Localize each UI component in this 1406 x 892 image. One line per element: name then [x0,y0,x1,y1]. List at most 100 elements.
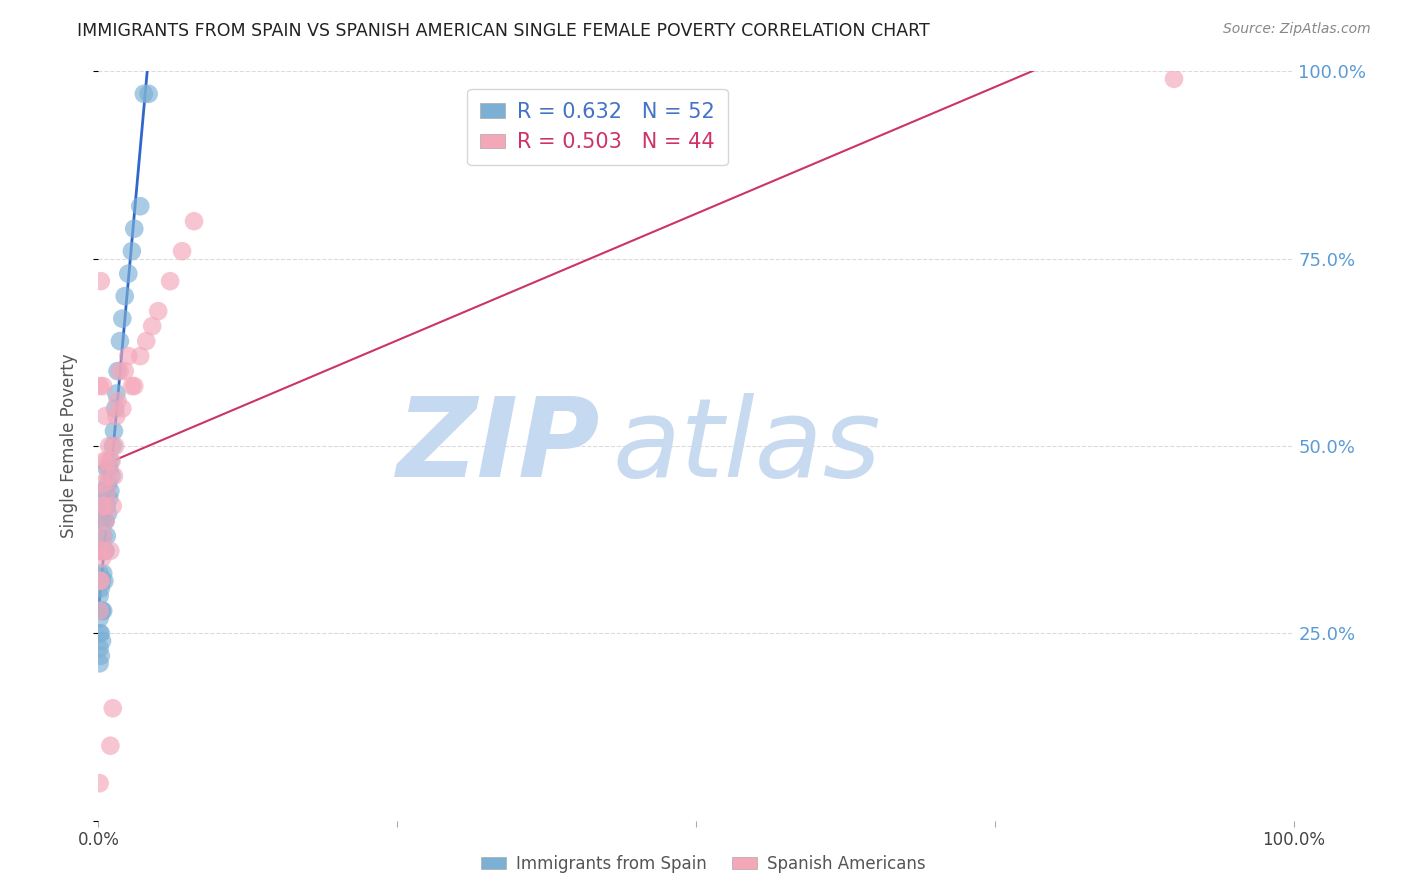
Text: Source: ZipAtlas.com: Source: ZipAtlas.com [1223,22,1371,37]
Point [132,87,155,101]
Point [103,469,125,483]
Y-axis label: Single Female Poverty: Single Female Poverty [59,354,77,538]
Point [117,349,139,363]
Point [89,641,111,656]
Point [91,633,114,648]
Point [96,483,118,498]
Point [104,401,127,416]
Point [89,566,111,581]
Point [159,274,181,288]
Point [98,461,121,475]
Point [91,379,114,393]
Point [90,274,112,288]
Point [93,544,115,558]
Point [89,626,111,640]
Point [129,349,152,363]
Point [121,379,143,393]
Point [103,424,125,438]
Point [94,544,117,558]
Point [101,439,124,453]
Point [97,507,120,521]
Point [91,604,114,618]
Point [96,454,118,468]
Point [89,574,111,588]
Point [89,589,111,603]
Point [114,364,136,378]
Legend: Immigrants from Spain, Spanish Americans: Immigrants from Spain, Spanish Americans [474,848,932,880]
Point [98,439,121,453]
Point [100,454,122,468]
Point [96,529,118,543]
Point [98,483,122,498]
Point [107,364,129,378]
Point [94,514,117,528]
Point [148,304,170,318]
Point [89,611,111,625]
Point [101,499,124,513]
Point [111,401,134,416]
Point [89,379,111,393]
Point [91,551,114,566]
Point [94,483,117,498]
Text: IMMIGRANTS FROM SPAIN VS SPANISH AMERICAN SINGLE FEMALE POVERTY CORRELATION CHAR: IMMIGRANTS FROM SPAIN VS SPANISH AMERICA… [77,22,931,40]
Point [138,87,160,101]
Point [90,582,112,596]
Point [91,514,114,528]
Point [129,199,152,213]
Point [97,469,120,483]
Point [91,544,114,558]
Legend: R = 0.632   N = 52, R = 0.503   N = 44: R = 0.632 N = 52, R = 0.503 N = 44 [467,89,728,165]
Point [93,544,115,558]
Point [124,221,146,235]
Point [98,544,122,558]
Point [105,409,128,423]
Point [124,379,146,393]
Point [94,514,117,528]
Point [93,454,115,468]
Point [98,739,122,753]
Point [172,244,194,259]
Point [90,604,112,618]
Point [90,544,112,558]
Point [141,319,163,334]
Point [98,454,122,468]
Point [96,499,118,513]
Point [100,469,122,483]
Point [89,604,111,618]
Point [104,439,127,453]
Text: ZIP: ZIP [396,392,600,500]
Point [93,574,115,588]
Point [98,491,121,506]
Point [94,409,117,423]
Point [91,574,114,588]
Point [93,483,115,498]
Point [114,289,136,303]
Point [91,604,114,618]
Point [91,499,114,513]
Point [108,334,131,348]
Point [90,574,112,588]
Point [108,364,131,378]
Point [90,648,112,663]
Point [93,514,115,528]
Point [107,394,129,409]
Point [91,499,114,513]
Point [89,657,111,671]
Point [121,244,143,259]
Point [91,566,114,581]
Point [89,776,111,790]
Point [117,267,139,281]
Point [101,701,124,715]
Point [93,499,115,513]
Point [90,626,112,640]
Point [91,529,114,543]
Point [89,544,111,558]
Point [91,476,114,491]
Point [183,214,205,228]
Point [97,476,120,491]
Point [96,461,118,475]
Point [105,386,128,401]
Point [90,544,112,558]
Point [91,529,114,543]
Text: atlas: atlas [613,392,882,500]
